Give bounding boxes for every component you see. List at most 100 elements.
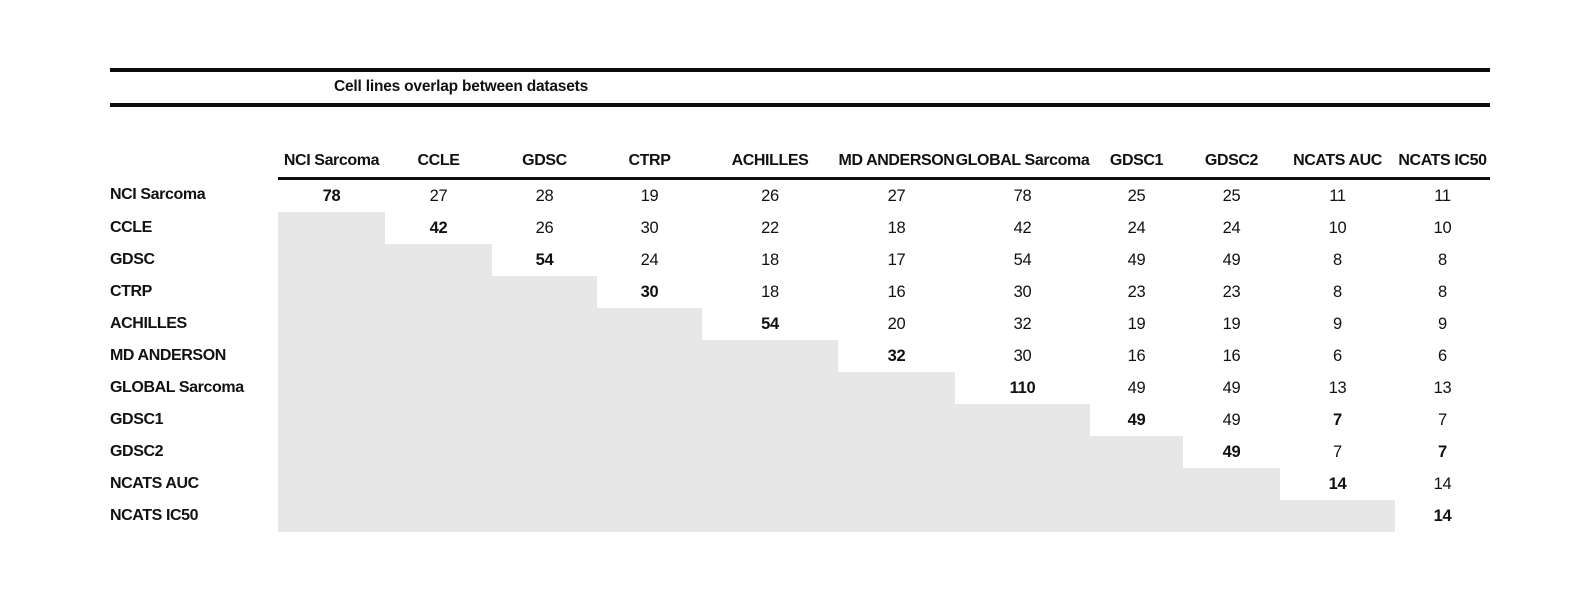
shaded-cell	[385, 340, 492, 372]
table-row: ACHILLES 54 20 32 19 19 9 9	[110, 308, 1490, 340]
matrix-cell: 17	[887, 250, 906, 269]
shaded-cell	[597, 404, 702, 436]
matrix-cell: 18	[761, 282, 779, 301]
matrix-cell: 14	[1328, 474, 1347, 493]
shaded-cell	[492, 372, 597, 404]
matrix-cell: 25	[1222, 186, 1241, 205]
shaded-cell	[702, 500, 838, 532]
shaded-cell	[385, 500, 492, 532]
matrix-cell: 26	[761, 186, 779, 205]
column-header: MD ANDERSON	[838, 140, 955, 180]
shaded-cell	[838, 404, 955, 436]
matrix-cell: 8	[1438, 250, 1447, 269]
shaded-cell	[278, 436, 385, 468]
matrix-cell: 16	[1222, 346, 1241, 365]
matrix-cell: 10	[1433, 218, 1452, 237]
column-header: GLOBAL Sarcoma	[955, 140, 1090, 180]
matrix-cell: 42	[1013, 218, 1032, 237]
matrix-cell: 8	[1438, 282, 1447, 301]
shaded-cell	[492, 276, 597, 308]
shaded-cell	[492, 436, 597, 468]
table-row: GDSC1 49 49 7 7	[110, 404, 1490, 436]
shaded-cell	[838, 468, 955, 500]
column-header: NCI Sarcoma	[278, 140, 385, 180]
matrix-cell: 42	[429, 218, 448, 237]
matrix-cell: 49	[1222, 410, 1241, 429]
shaded-cell	[278, 500, 385, 532]
shaded-cell	[385, 308, 492, 340]
matrix-cell: 16	[887, 282, 906, 301]
matrix-cell: 30	[640, 218, 659, 237]
matrix-cell: 27	[429, 186, 448, 205]
matrix-cell: 9	[1333, 314, 1342, 333]
matrix-cell: 78	[1013, 186, 1032, 205]
matrix-cell: 11	[1434, 186, 1451, 205]
matrix-cell: 110	[1009, 378, 1036, 397]
matrix-cell: 30	[640, 282, 659, 301]
matrix-cell: 14	[1433, 474, 1452, 493]
shaded-cell	[702, 436, 838, 468]
table-row: NCATS AUC 14 14	[110, 468, 1490, 500]
table-row: GDSC 54 24 18 17 54 49 49 8 8	[110, 244, 1490, 276]
row-header: GDSC2	[110, 443, 164, 460]
row-header: ACHILLES	[110, 315, 187, 332]
shaded-cell	[597, 372, 702, 404]
shaded-cell	[492, 500, 597, 532]
shaded-cell	[1280, 500, 1395, 532]
matrix-cell: 7	[1333, 410, 1342, 429]
shaded-cell	[385, 372, 492, 404]
shaded-cell	[702, 404, 838, 436]
shaded-cell	[1183, 468, 1280, 500]
matrix-cell: 78	[322, 186, 341, 205]
matrix-cell: 10	[1328, 218, 1347, 237]
shaded-cell	[492, 404, 597, 436]
column-header: GDSC1	[1090, 140, 1183, 180]
matrix-cell: 19	[640, 186, 659, 205]
shaded-cell	[278, 372, 385, 404]
shaded-cell	[492, 468, 597, 500]
matrix-cell: 7	[1438, 442, 1447, 461]
shaded-cell	[492, 340, 597, 372]
matrix-cell: 8	[1333, 282, 1342, 301]
matrix-cell: 23	[1127, 282, 1146, 301]
shaded-cell	[385, 404, 492, 436]
title-band: Cell lines overlap between datasets	[110, 72, 1490, 103]
shaded-cell	[702, 340, 838, 372]
matrix-cell: 25	[1127, 186, 1146, 205]
shaded-cell	[278, 276, 385, 308]
shaded-cell	[955, 436, 1090, 468]
corner-cell	[110, 140, 278, 179]
matrix-cell: 7	[1438, 410, 1447, 429]
matrix-cell: 6	[1333, 346, 1342, 365]
row-header: NCI Sarcoma	[110, 186, 206, 204]
matrix-cell: 14	[1433, 506, 1452, 525]
matrix-cell: 49	[1222, 250, 1241, 269]
table-row: GLOBAL Sarcoma 110 49 49 13 13	[110, 372, 1490, 404]
table-title: Cell lines overlap between datasets	[334, 78, 589, 95]
overlap-table-figure: Cell lines overlap between datasets NCI …	[110, 68, 1490, 532]
shaded-cell	[702, 372, 838, 404]
row-header: GDSC	[110, 251, 155, 268]
row-header: NCATS IC50	[110, 507, 199, 524]
matrix-cell: 24	[1127, 218, 1146, 237]
matrix-cell: 13	[1433, 378, 1452, 397]
shaded-cell	[1183, 500, 1280, 532]
matrix-cell: 49	[1222, 378, 1241, 397]
shaded-cell	[1090, 436, 1183, 468]
matrix-cell: 11	[1329, 186, 1346, 205]
shaded-cell	[955, 404, 1090, 436]
matrix-cell: 49	[1127, 410, 1146, 429]
matrix-cell: 49	[1127, 250, 1146, 269]
matrix-cell: 54	[761, 314, 779, 333]
header-row: NCI Sarcoma CCLE GDSC CTRP ACHILLES MD ANDERS…	[110, 140, 1490, 180]
shaded-cell	[278, 468, 385, 500]
column-header: NCATS AUC	[1280, 140, 1395, 180]
shaded-cell	[385, 244, 492, 276]
matrix-cell: 23	[1222, 282, 1241, 301]
shaded-cell	[492, 308, 597, 340]
shaded-cell	[955, 500, 1090, 532]
matrix-cell: 13	[1328, 378, 1347, 397]
matrix-cell: 6	[1438, 346, 1447, 365]
matrix-cell: 49	[1222, 442, 1241, 461]
